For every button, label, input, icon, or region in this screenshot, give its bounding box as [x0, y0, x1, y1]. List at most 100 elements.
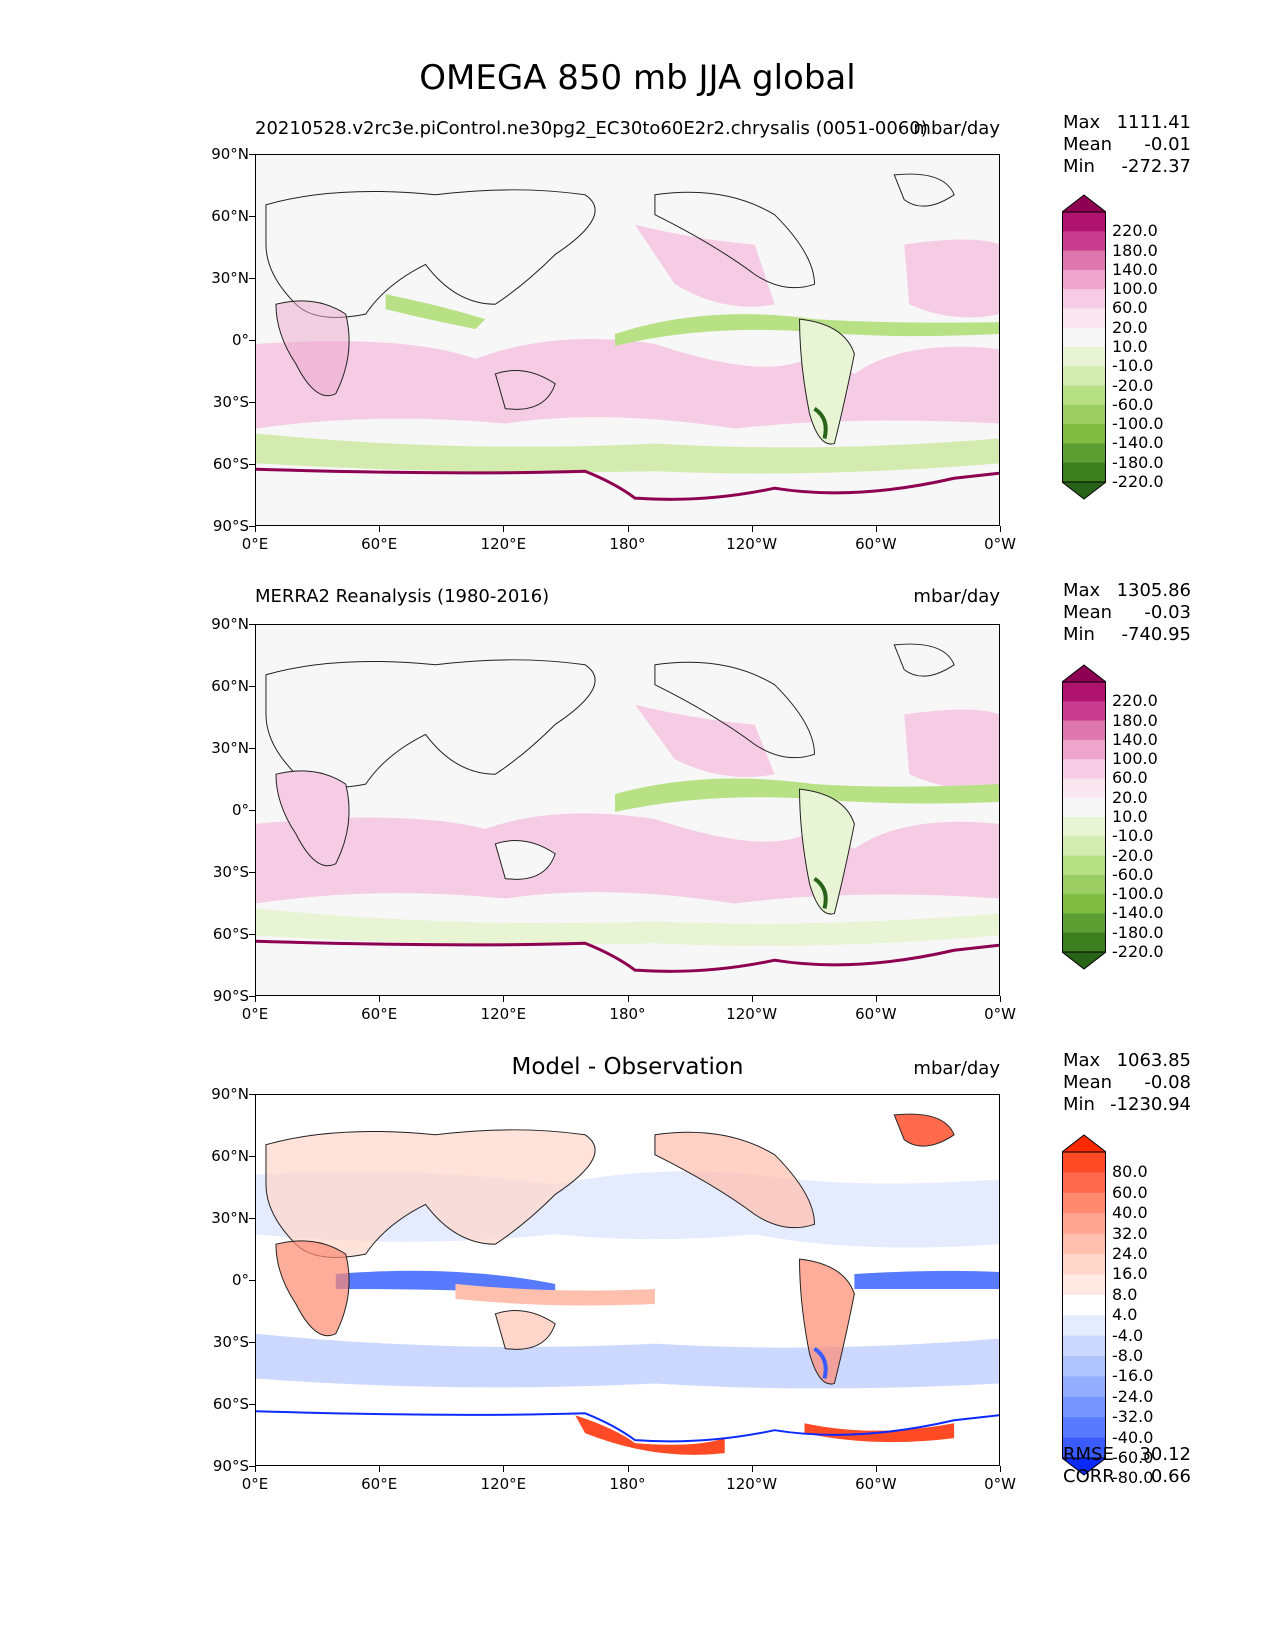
colorbar-level: -100.0 [1112, 414, 1164, 434]
x-tick [379, 526, 381, 532]
y-tick [249, 1280, 255, 1281]
colorbar-level: -80.0 [1112, 1468, 1154, 1488]
y-tick [249, 996, 255, 997]
colorbar-segment [1062, 366, 1106, 387]
x-tick [503, 1466, 505, 1472]
x-tick-label: 60°W [855, 535, 897, 553]
colorbar-segment [1062, 817, 1106, 837]
y-tick [249, 1156, 255, 1157]
x-tick-label: 60°E [361, 1005, 398, 1023]
colorbar-segment [1062, 1356, 1106, 1377]
x-tick [751, 996, 753, 1002]
colorbar-segment [1062, 1417, 1106, 1439]
map-field [256, 155, 999, 525]
colorbar-level: -40.0 [1112, 1427, 1154, 1447]
mean-label: Mean [1063, 602, 1113, 623]
x-tick-label: 120°E [480, 1475, 527, 1493]
colorbar-segment [1062, 874, 1106, 895]
y-tick-label: 30°N [211, 269, 249, 287]
y-tick [249, 1218, 255, 1219]
colorbar-level: -20.0 [1112, 375, 1154, 395]
colorbar-level: 4.0 [1112, 1305, 1138, 1325]
colorbar-level: 20.0 [1112, 787, 1148, 807]
y-tick-label: 90°N [211, 1085, 249, 1103]
max-label: Max [1063, 580, 1101, 601]
colorbar-level: 140.0 [1112, 729, 1158, 749]
metrics-box: RMSE 30.12 CORR 0.66 [1063, 1444, 1191, 1488]
colorbar-segment [1062, 269, 1106, 290]
colorbar-segment [1062, 404, 1106, 425]
y-tick [249, 1466, 255, 1467]
panel-units: mbar/day [913, 1058, 1000, 1079]
mean-label: Mean [1063, 134, 1113, 155]
x-tick-label: 60°E [361, 535, 398, 553]
colorbar-segment [1062, 682, 1106, 702]
x-tick-label: 0°E [241, 1005, 269, 1023]
y-tick-label: 0° [231, 1271, 249, 1289]
colorbar-level: 40.0 [1112, 1203, 1148, 1223]
y-tick-label: 90°N [211, 615, 249, 633]
colorbar-segment [1062, 1335, 1106, 1357]
colorbar-segment [1062, 1192, 1106, 1214]
x-tick [875, 526, 877, 532]
stats-box: Max 1305.86 Mean -0.03 Min -740.95 [1063, 580, 1191, 646]
max-value: 1305.86 [1116, 580, 1191, 601]
colorbar-segment [1062, 1376, 1106, 1398]
colorbar-svg [1062, 194, 1106, 500]
colorbar-frame [1062, 1151, 1106, 1459]
colorbar-level: 140.0 [1112, 259, 1158, 279]
y-tick-label: 30°S [212, 863, 249, 881]
colorbar-level: -140.0 [1112, 433, 1164, 453]
colorbar-segment [1062, 250, 1106, 271]
colorbar-extend-top [1062, 194, 1106, 213]
colorbar-svg [1062, 1134, 1106, 1476]
colorbar-segment [1062, 1172, 1106, 1194]
colorbar-level: 180.0 [1112, 240, 1158, 260]
x-tick [751, 1466, 753, 1472]
colorbar-segment [1062, 932, 1106, 953]
panel-units: mbar/day [913, 586, 1000, 607]
x-tick-label: 120°W [726, 535, 778, 553]
min-label: Min [1063, 1094, 1095, 1115]
panel-model: 20210528.v2rc3e.piControl.ne30pg2_EC30to… [0, 110, 1275, 570]
y-tick [249, 340, 255, 341]
max-label: Max [1063, 112, 1101, 133]
colorbar-frame [1062, 681, 1106, 953]
colorbar-segment [1062, 462, 1106, 483]
max-value: 1063.85 [1116, 1050, 1191, 1071]
colorbar-level: 32.0 [1112, 1223, 1148, 1243]
y-tick [249, 1404, 255, 1405]
colorbar-level: 80.0 [1112, 1162, 1148, 1182]
x-tick-label: 180° [609, 1475, 646, 1493]
x-tick [1000, 1466, 1001, 1472]
colorbar-level: 220.0 [1112, 691, 1158, 711]
colorbar-level: 24.0 [1112, 1244, 1148, 1263]
colorbar-level: 10.0 [1112, 807, 1148, 826]
min-label: Min [1063, 624, 1095, 645]
colorbar-extend-top [1062, 664, 1106, 683]
y-tick [249, 686, 255, 687]
colorbar-level: 20.0 [1112, 317, 1148, 337]
x-tick-label: 180° [609, 1005, 646, 1023]
colorbar-segment [1062, 1437, 1106, 1459]
colorbar-segment [1062, 1315, 1106, 1337]
colorbar-segment [1062, 797, 1106, 818]
x-tick-label: 0°W [984, 1005, 1016, 1023]
colorbar-segment [1062, 759, 1106, 779]
mean-value: -0.01 [1144, 134, 1191, 155]
max-value: 1111.41 [1116, 112, 1191, 133]
min-value: -272.37 [1121, 156, 1191, 177]
y-tick [249, 402, 255, 403]
x-tick-label: 180° [609, 535, 646, 553]
colorbar-segment [1062, 1254, 1106, 1275]
y-tick [249, 154, 255, 155]
x-tick [379, 1466, 381, 1472]
y-tick [249, 278, 255, 279]
colorbar-extend-top [1062, 1134, 1106, 1153]
y-tick [249, 526, 255, 527]
colorbar-level: 8.0 [1112, 1284, 1138, 1304]
colorbar-level: 16.0 [1112, 1264, 1148, 1284]
colorbar-level: 180.0 [1112, 710, 1158, 730]
x-tick [503, 526, 505, 532]
y-tick-label: 90°N [211, 145, 249, 163]
